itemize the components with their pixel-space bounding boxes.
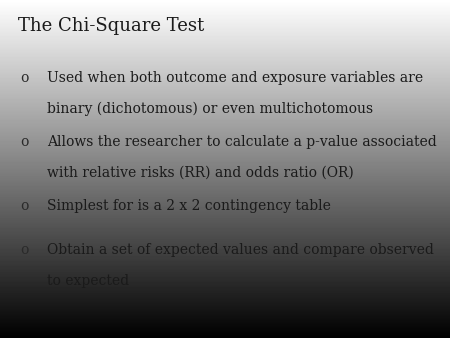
Text: with relative risks (RR) and odds ratio (OR): with relative risks (RR) and odds ratio … — [47, 166, 354, 179]
Text: o: o — [21, 243, 29, 257]
Text: binary (dichotomous) or even multichotomous: binary (dichotomous) or even multichotom… — [47, 101, 374, 116]
Text: to expected: to expected — [47, 274, 130, 288]
Text: o: o — [21, 135, 29, 149]
Text: o: o — [21, 199, 29, 213]
Text: Allows the researcher to calculate a p-value associated: Allows the researcher to calculate a p-v… — [47, 135, 437, 149]
Text: Simplest for is a 2 x 2 contingency table: Simplest for is a 2 x 2 contingency tabl… — [47, 199, 331, 213]
Text: Used when both outcome and exposure variables are: Used when both outcome and exposure vari… — [47, 71, 423, 85]
Text: o: o — [21, 71, 29, 85]
Text: The Chi-Square Test: The Chi-Square Test — [18, 17, 204, 35]
Text: Obtain a set of expected values and compare observed: Obtain a set of expected values and comp… — [47, 243, 434, 257]
